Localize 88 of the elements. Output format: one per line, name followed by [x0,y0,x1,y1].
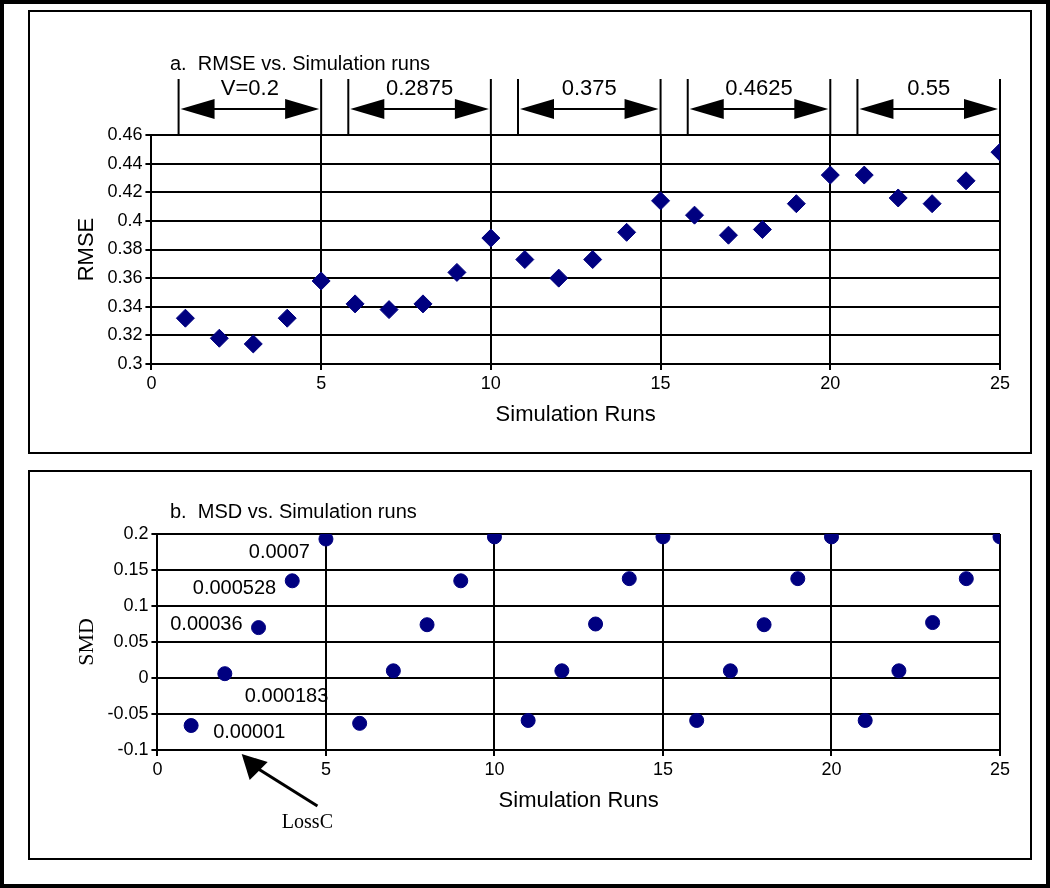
point [311,271,331,291]
point [685,205,705,225]
annotation: 0.0007 [248,539,310,562]
point [756,617,772,633]
y-axis-title: RMSE [73,217,99,282]
text: V=0.2 [220,75,279,100]
text: 0.4625 [725,75,793,100]
y-tick-label: -0.05 [107,702,149,723]
point [689,712,705,728]
point [554,663,570,679]
point [251,620,267,636]
y-tick-label: 0.05 [113,630,149,651]
point [453,573,469,589]
text: 0.55 [907,75,951,100]
point [345,294,365,314]
chart-title: b. MSD vs. Simulation runs [170,500,417,522]
y-tick-label: 0.1 [123,594,149,615]
point [419,617,435,633]
y-tick-label: 0 [138,666,149,687]
point [318,534,334,547]
point [956,171,976,191]
point [583,250,603,270]
x-tick-label: 0 [152,758,163,779]
point [925,615,941,631]
x-tick-label: 25 [989,758,1011,779]
point [209,328,229,348]
x-tick-label: 15 [650,372,671,393]
x-axis-title: Simulation Runs [498,786,659,812]
y-tick-label: 0.15 [113,558,149,579]
y-tick-label: 0.4 [117,209,143,230]
y-tick-label: -0.1 [117,738,149,759]
y-tick-label: 0.38 [107,238,143,259]
point [857,712,873,728]
point [520,712,536,728]
point [958,571,974,587]
point [588,616,604,632]
x-tick-label: 5 [316,372,327,393]
point [175,308,195,328]
x-tick-label: 5 [320,758,331,779]
point [352,715,368,731]
text: 0.2875 [385,75,454,100]
point [786,194,806,214]
y-tick-label: 0.2 [123,522,149,543]
point [385,663,401,679]
x-tick-label: 10 [480,372,501,393]
point [617,222,637,242]
point [820,165,840,185]
point [277,308,297,328]
x-tick-label: 15 [652,758,673,779]
point [854,165,874,185]
y-tick-label: 0.36 [107,267,143,288]
annotation: 0.000528 [192,575,277,598]
annotation: 0.00036 [170,611,243,634]
point [284,573,300,589]
y-axis-title: SMD [72,618,98,666]
point [481,228,501,248]
point [447,262,467,282]
point [379,300,399,320]
y-tick-label: 0.46 [107,123,143,144]
y-tick-label: 0.32 [107,324,143,345]
point [549,268,569,288]
point [722,663,738,679]
y-tick-label: 0.3 [117,352,143,373]
x-tick-label: 20 [821,758,842,779]
point [183,718,199,734]
point [752,219,772,239]
point [515,250,535,270]
point [243,334,263,354]
point [888,188,908,208]
x-tick-label: 20 [820,372,841,393]
point [922,194,942,214]
point [790,571,806,587]
annotation: 0.00001 [213,719,286,742]
text: 0.375 [561,75,617,100]
y-tick-label: 0.44 [107,152,143,173]
point [891,663,907,679]
chart-title: a. RMSE vs. Simulation runs [170,52,431,74]
point [718,225,738,245]
point [621,571,637,587]
point [413,294,433,314]
point [651,191,671,211]
text: LossC [281,810,333,832]
y-tick-label: 0.34 [107,295,143,316]
x-axis-title: Simulation Runs [495,400,656,426]
point [217,666,233,682]
y-tick-label: 0.42 [107,181,143,202]
x-tick-label: 25 [989,372,1011,393]
x-tick-label: 10 [484,758,505,779]
